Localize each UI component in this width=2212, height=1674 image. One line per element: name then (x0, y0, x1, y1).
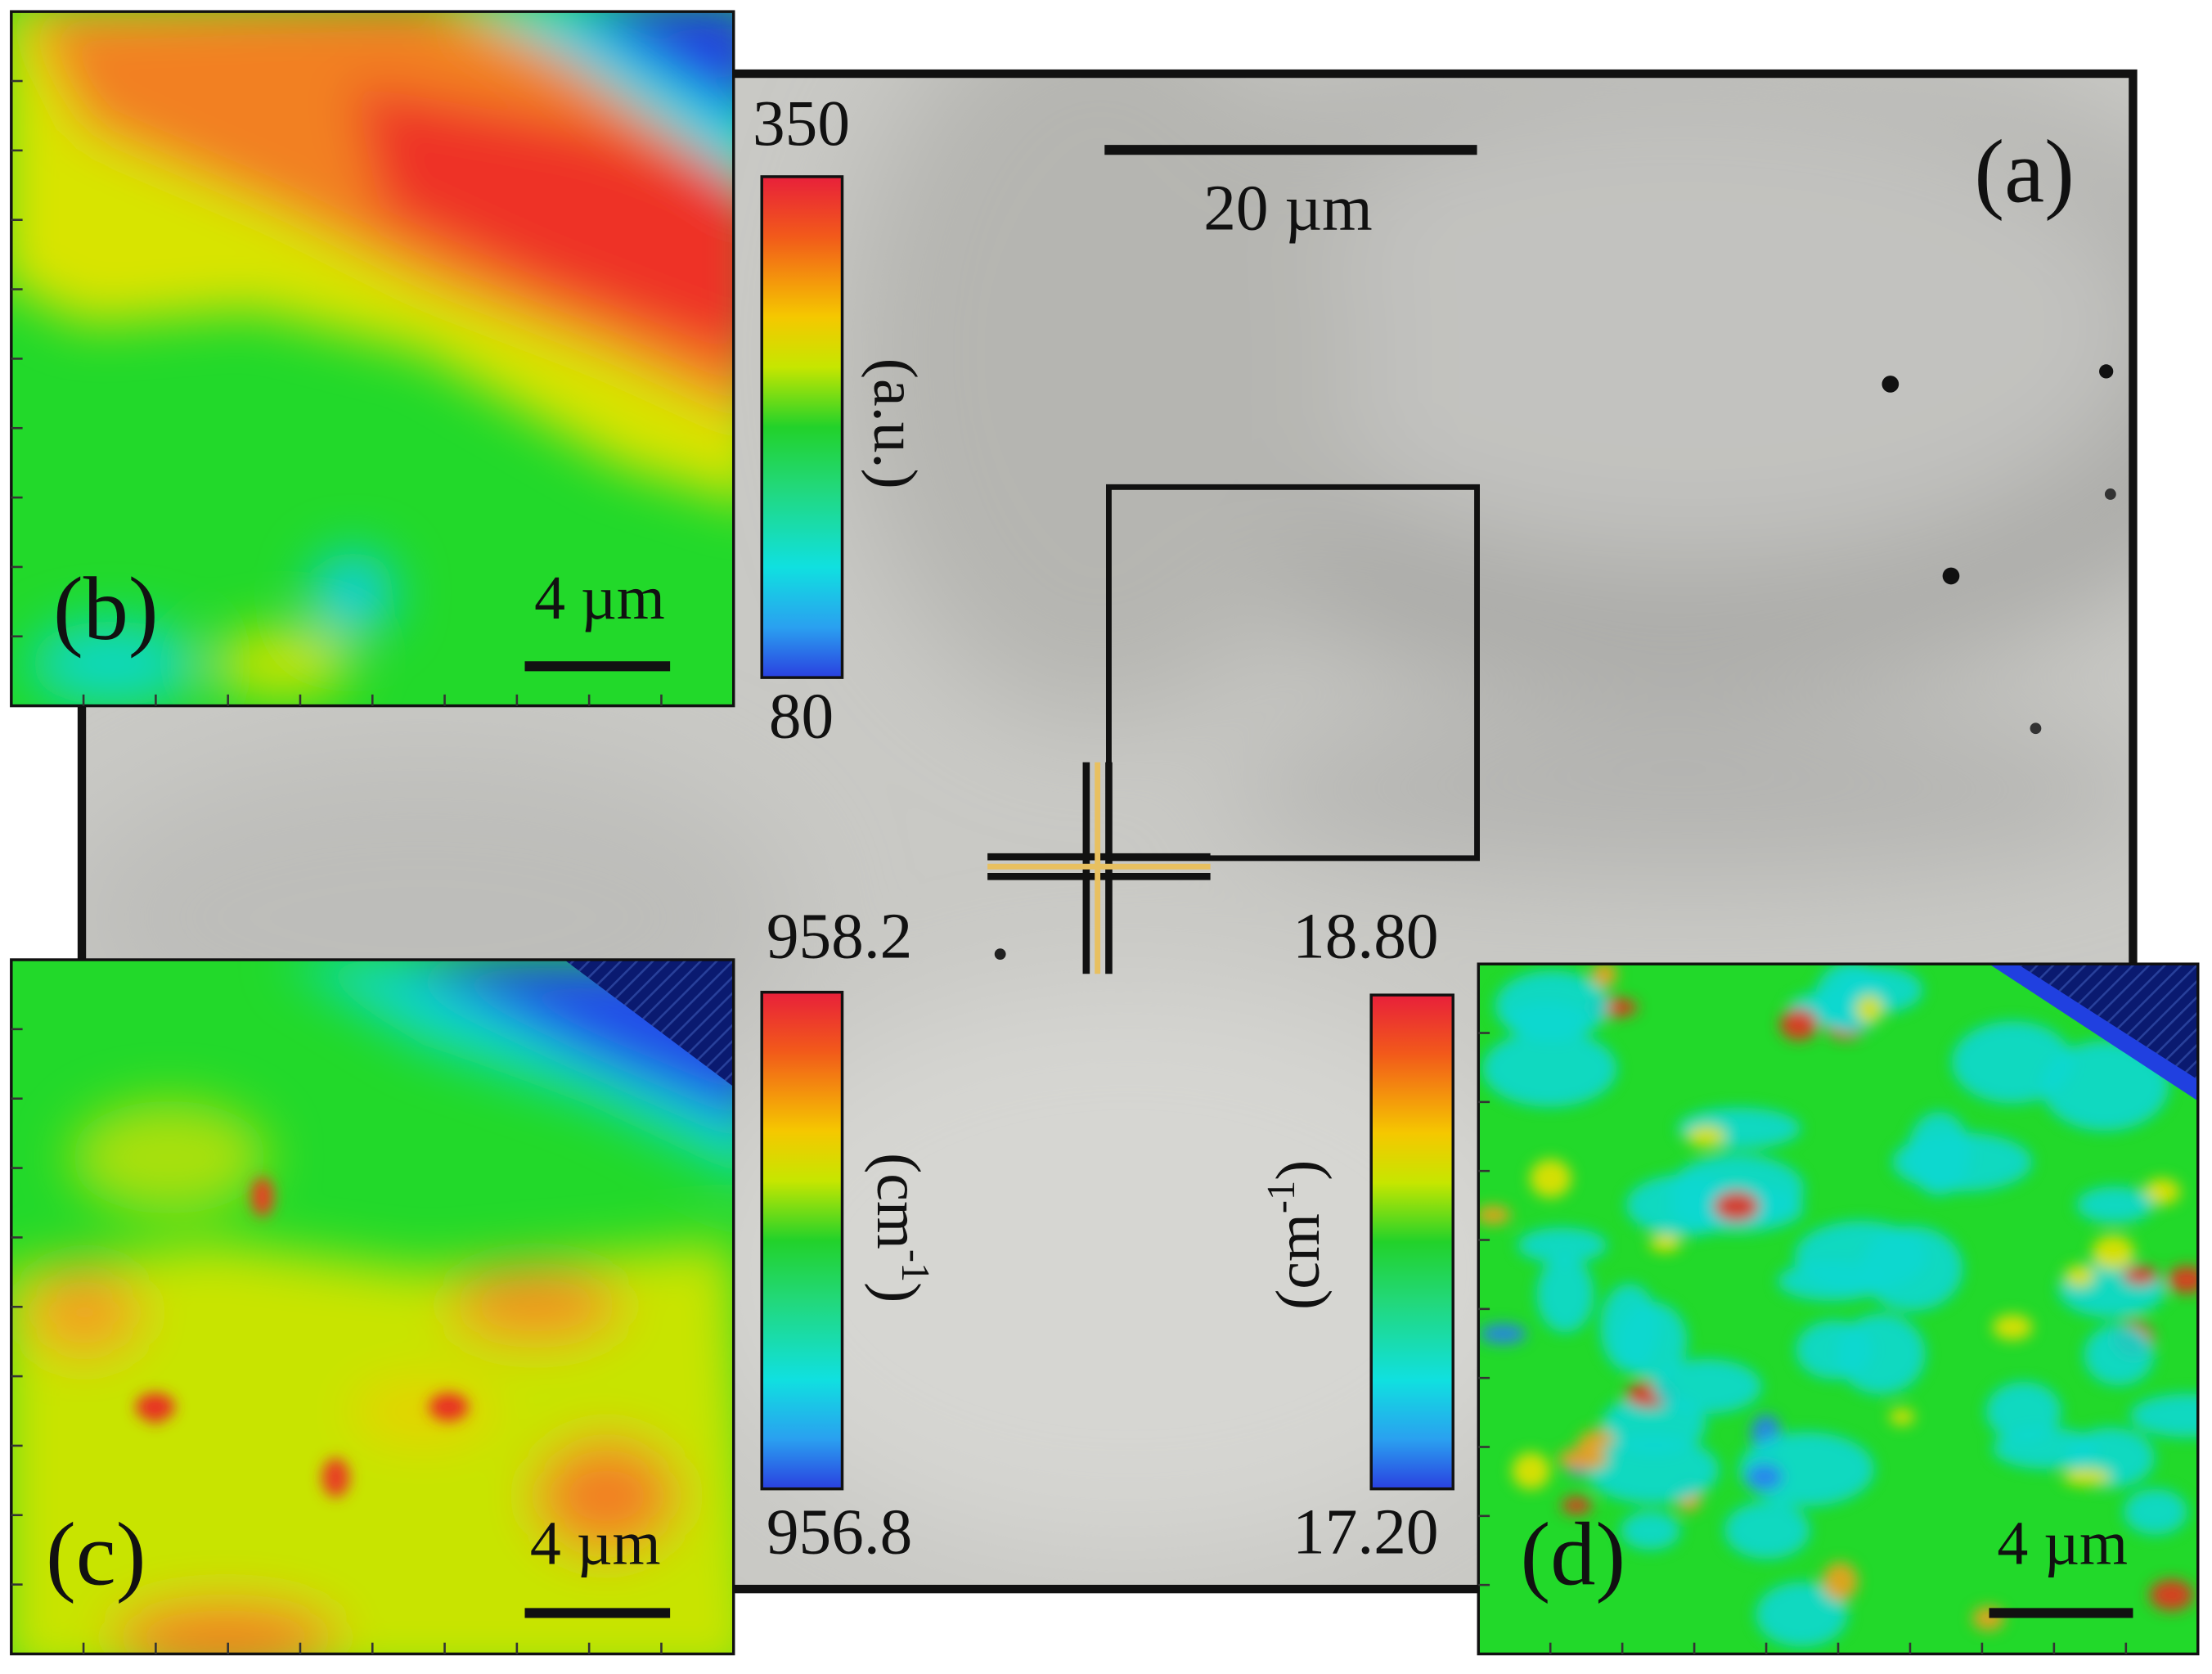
colorbar (760, 990, 844, 1491)
map-spot (1536, 1256, 1594, 1333)
dot (2099, 364, 2114, 379)
map-spot (1585, 1436, 1720, 1504)
map-spot (2041, 1041, 2169, 1132)
panel-label: (c) (46, 1504, 146, 1604)
map-spot (1480, 1323, 1526, 1344)
unit-text: (cm (863, 1153, 932, 1249)
panel-label: (a) (1974, 121, 2074, 221)
colorbar (760, 175, 844, 679)
colorbar-min: 80 (769, 681, 834, 753)
map-spot (1600, 1283, 1659, 1372)
map-spot (2124, 1488, 2187, 1535)
map-spot (2084, 1324, 2155, 1386)
dot (1882, 376, 1900, 393)
heatmap (11, 960, 734, 1654)
map-spot (1822, 1562, 1859, 1601)
scale-bar-label: 4 µm (534, 564, 665, 632)
map-spot (1648, 1234, 1681, 1253)
colorbar-unit: (cm-1) (1260, 1160, 1333, 1310)
map-spot (1530, 1159, 1571, 1198)
heatmap (1478, 964, 2198, 1654)
map-spot (1482, 1030, 1617, 1107)
dot (2104, 488, 2116, 500)
panel-border (77, 69, 2138, 1594)
map-spot (1505, 1001, 1589, 1037)
map-spot (1836, 1313, 1926, 1395)
map-spot (1713, 1190, 1760, 1222)
frame-ticks (11, 79, 2128, 1654)
map-spot (1591, 964, 1617, 988)
map-spot (1777, 1261, 1886, 1301)
map-spot (1512, 1451, 1550, 1490)
map-spot (1558, 1447, 1608, 1471)
map-spot (1652, 1358, 1762, 1414)
map-spot (1992, 1427, 2099, 1469)
panel-label: (b) (53, 559, 159, 659)
map-spot (2123, 1266, 2158, 1285)
map-spot (2062, 1468, 2111, 1487)
map-spot (2092, 1235, 2135, 1270)
map-spot (1889, 1408, 1915, 1426)
map-spot (1992, 1314, 2033, 1340)
unit-text: (cm (1265, 1213, 1333, 1310)
map-spot (1985, 1381, 2061, 1442)
map-spot (2143, 1178, 2181, 1205)
map-spot (1517, 1227, 1607, 1263)
map-spot (1621, 1511, 1680, 1550)
map-spot (1724, 1501, 1810, 1559)
scale-bar-label: 20 µm (1203, 173, 1373, 245)
scale-bar-label: 4 µm (530, 1509, 661, 1577)
colorbar-max: 18.80 (1293, 901, 1438, 973)
colorbar-unit: (cm-1) (863, 1153, 936, 1303)
heatmap (11, 11, 734, 706)
map-spot (1687, 1125, 1726, 1148)
unit-text: ) (1265, 1160, 1333, 1181)
map-spot (1779, 1008, 1819, 1041)
map-spot (2076, 1186, 2154, 1223)
panel-label: (d) (1520, 1504, 1625, 1604)
map-spot (1561, 1496, 1592, 1514)
unit-text: ) (863, 1282, 932, 1303)
map-spot (1746, 1463, 1783, 1491)
map-spot (2167, 1266, 2198, 1294)
dot (2030, 722, 2042, 735)
dot (1942, 567, 1960, 585)
scale-bar-label: 4 µm (1997, 1509, 2128, 1577)
map-spot (2149, 1579, 2193, 1611)
unit-superscript: -1 (893, 1249, 937, 1282)
map-spot (2129, 1393, 2198, 1438)
map-spot (1670, 1154, 1805, 1224)
unit-superscript: -1 (1260, 1181, 1303, 1213)
map-spot (1907, 1111, 1971, 1195)
map-region (1106, 484, 1480, 862)
map-spot (1756, 1582, 1848, 1647)
map-spot (1855, 995, 1883, 1024)
colorbar-min: 17.20 (1293, 1496, 1438, 1568)
colorbar-unit: (a.u.) (861, 358, 929, 489)
colorbar-max: 958.2 (767, 901, 912, 973)
dot (994, 948, 1006, 961)
colorbar (1369, 993, 1454, 1491)
colorbar-max: 350 (753, 88, 850, 160)
crosshair (987, 762, 1211, 974)
colorbar-min: 956.8 (767, 1496, 912, 1568)
map-spot (2064, 1264, 2095, 1288)
map-spot (1478, 1205, 1511, 1225)
